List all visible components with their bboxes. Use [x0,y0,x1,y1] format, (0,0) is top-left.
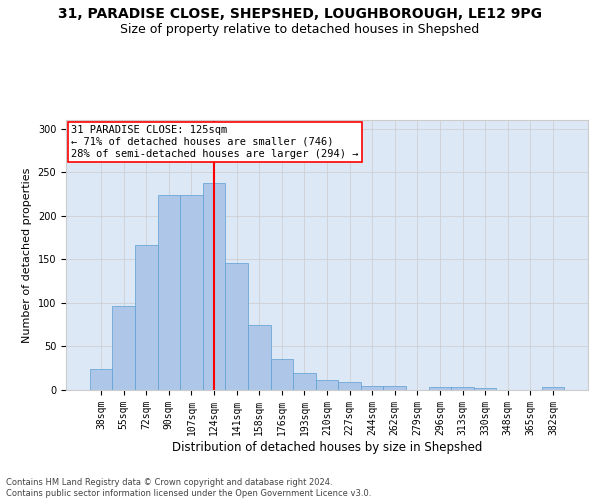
Bar [338,382,361,390]
Bar [180,195,203,390]
Bar [135,246,158,390]
Bar [112,306,135,390]
Bar [474,388,496,390]
Bar [248,324,271,390]
Bar [90,369,112,390]
Bar [271,358,293,390]
Bar [293,372,316,390]
Bar [226,263,248,390]
Text: 31, PARADISE CLOSE, SHEPSHED, LOUGHBOROUGH, LE12 9PG: 31, PARADISE CLOSE, SHEPSHED, LOUGHBOROU… [58,8,542,22]
Bar [542,388,564,390]
Bar [428,386,451,390]
Bar [451,386,474,390]
Text: Contains HM Land Registry data © Crown copyright and database right 2024.
Contai: Contains HM Land Registry data © Crown c… [6,478,371,498]
Y-axis label: Number of detached properties: Number of detached properties [22,168,32,342]
Text: Size of property relative to detached houses in Shepshed: Size of property relative to detached ho… [121,22,479,36]
X-axis label: Distribution of detached houses by size in Shepshed: Distribution of detached houses by size … [172,440,482,454]
Bar [158,195,180,390]
Bar [383,386,406,390]
Bar [361,386,383,390]
Bar [316,380,338,390]
Text: 31 PARADISE CLOSE: 125sqm
← 71% of detached houses are smaller (746)
28% of semi: 31 PARADISE CLOSE: 125sqm ← 71% of detac… [71,126,359,158]
Bar [203,182,226,390]
